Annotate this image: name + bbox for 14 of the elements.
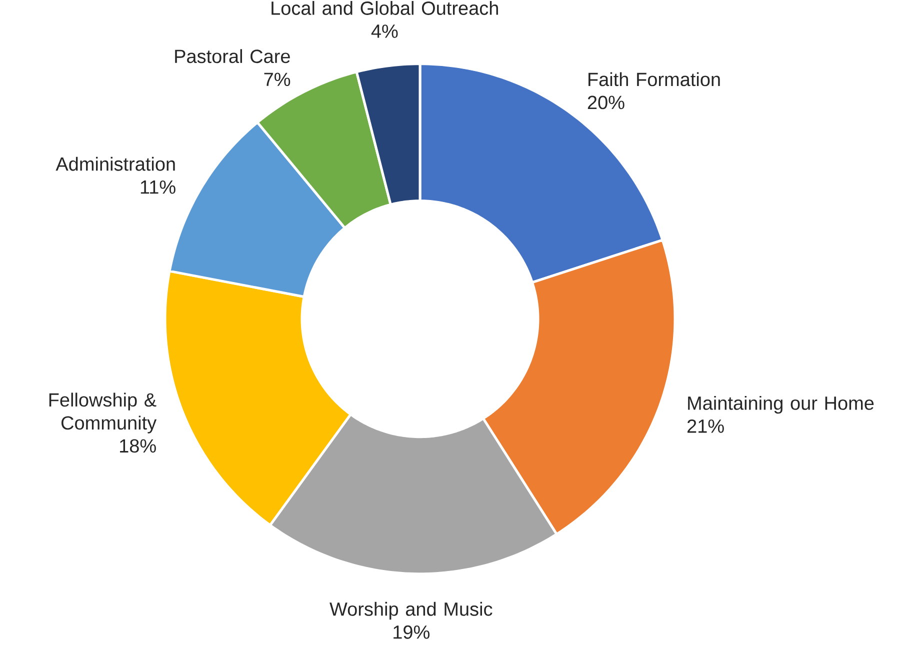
data-label: 19% (394, 625, 430, 639)
slice-label: Maintaining our Home (688, 396, 874, 414)
slice-label: Administration (56, 156, 175, 171)
slice-label: Worship and Music (330, 602, 492, 620)
slice-label: Fellowship & Community (49, 392, 157, 434)
data-label: 21% (687, 420, 724, 433)
slice-label: Local and Global Outreach (272, 1, 498, 16)
data-label: 7% (264, 72, 290, 86)
data-label: 4% (371, 24, 398, 38)
data-label: 20% (588, 96, 624, 110)
slice-label: Pastoral Care (175, 49, 290, 64)
slice-label: Faith Formation (588, 72, 720, 86)
data-label: 18% (120, 439, 156, 453)
data-label: 11% (140, 180, 176, 194)
